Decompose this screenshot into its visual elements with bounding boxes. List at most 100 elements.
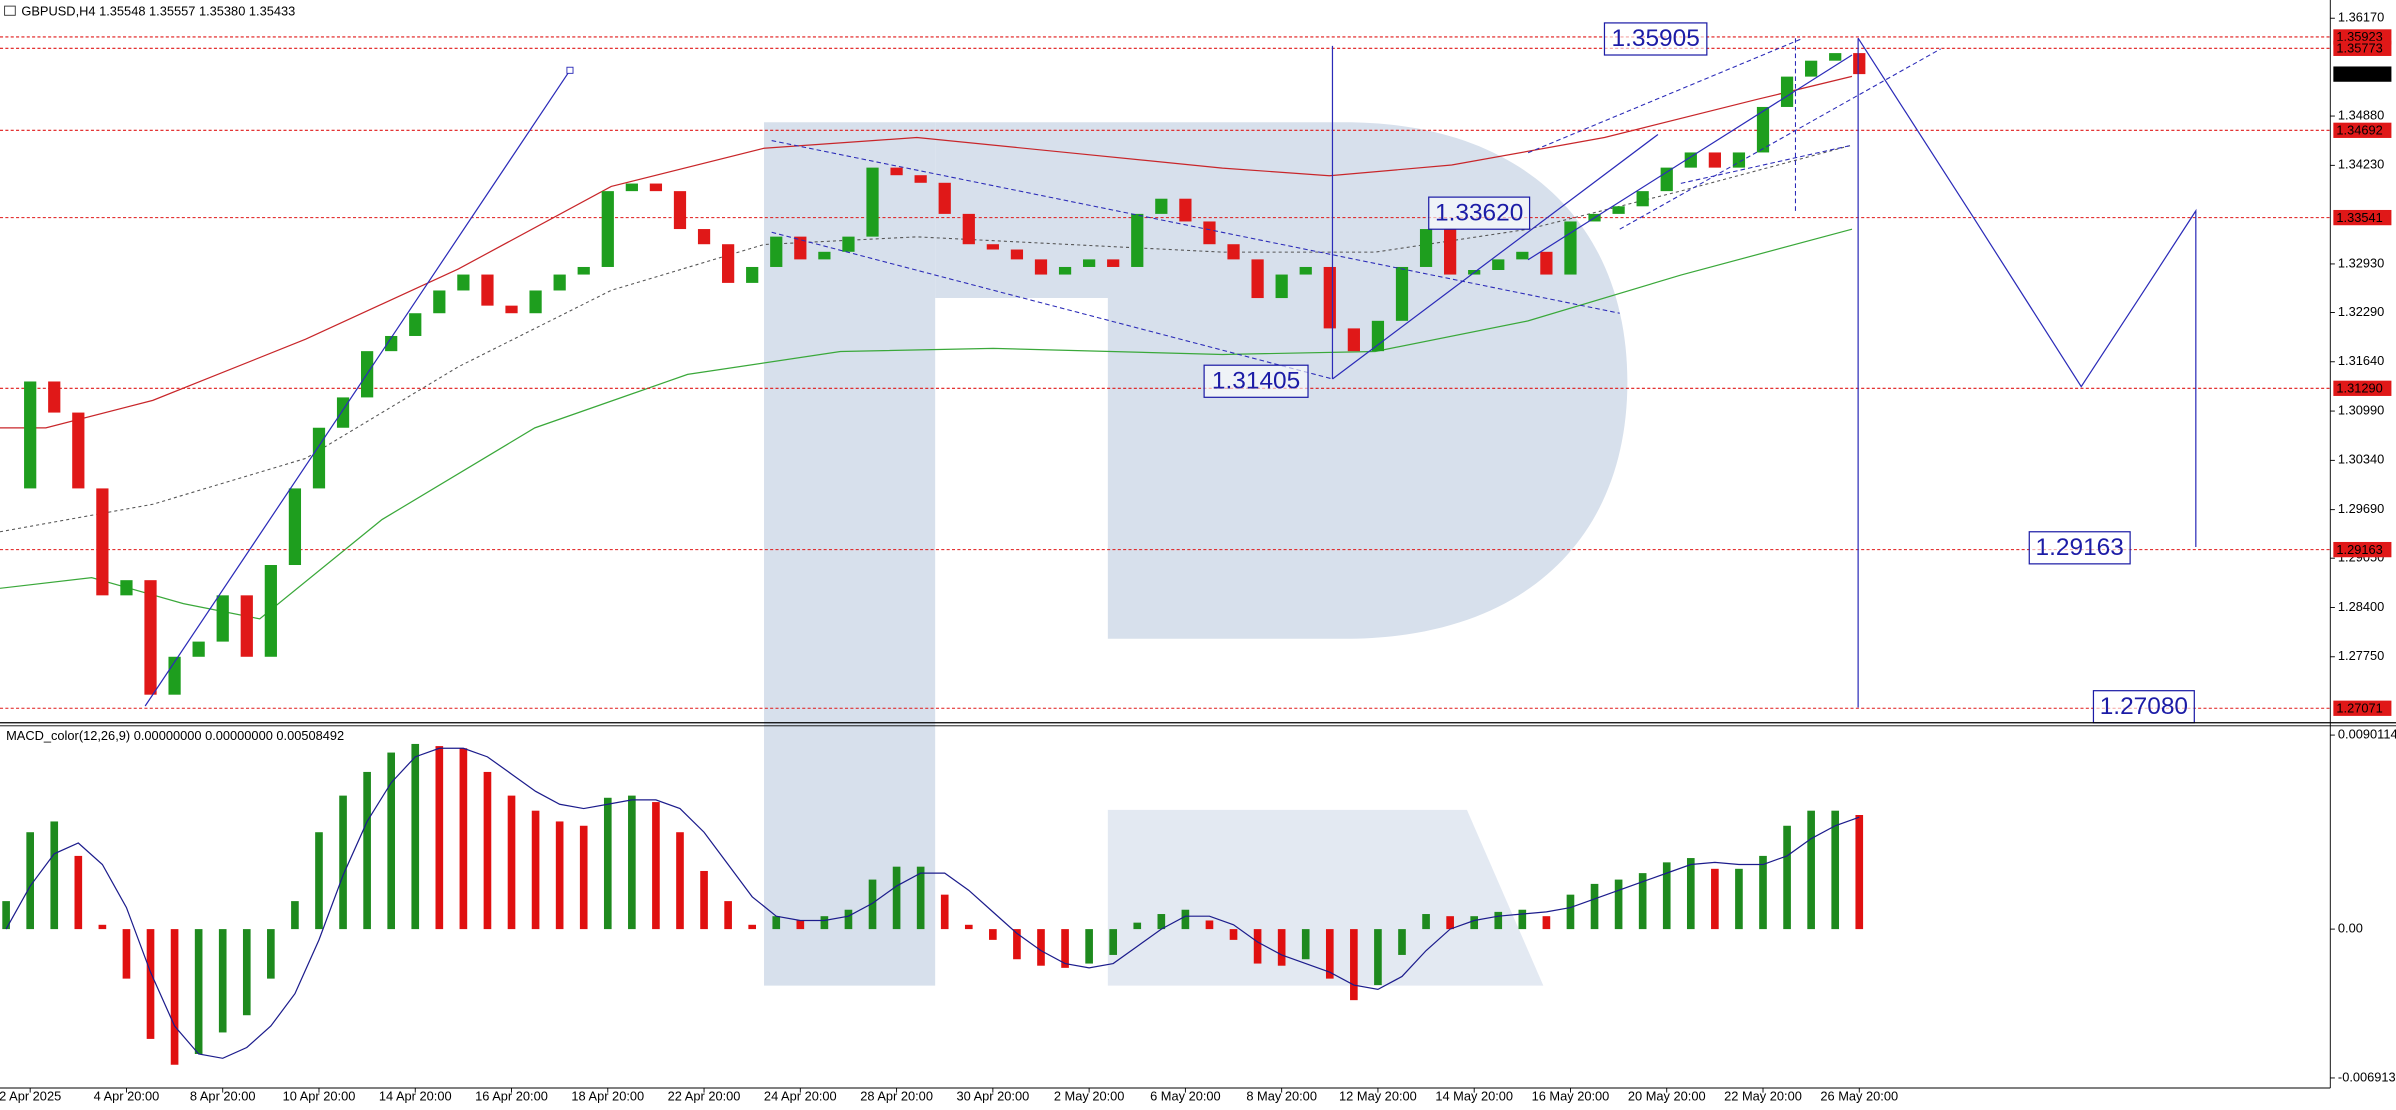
- candle: [144, 580, 157, 695]
- candle: [1756, 106, 1770, 153]
- y-tick-label: 1.34880: [2338, 107, 2384, 122]
- histogram-bar: [1494, 911, 1503, 930]
- level-tag: [2333, 40, 2392, 56]
- annotation-box: [1428, 196, 1531, 230]
- candle: [866, 167, 879, 237]
- histogram-bar: [1109, 929, 1118, 955]
- histogram-bar: [122, 929, 131, 979]
- histogram-bar: [1855, 814, 1864, 930]
- candle: [818, 251, 831, 260]
- candle: [1034, 259, 1048, 275]
- y-tick-label: 1.30990: [2338, 402, 2384, 417]
- annotation-box: [2028, 531, 2131, 565]
- histogram-bar: [1470, 916, 1479, 930]
- candle: [385, 335, 398, 352]
- candle: [746, 266, 759, 283]
- histogram-bar: [1037, 929, 1045, 966]
- annotation-box: [2092, 690, 2195, 724]
- histogram-bar: [74, 855, 83, 930]
- histogram-bar: [1253, 929, 1262, 964]
- histogram-bar: [531, 810, 540, 930]
- histogram-bar: [1711, 868, 1719, 930]
- histogram-bar: [146, 929, 155, 1039]
- histogram-bar: [1398, 929, 1406, 955]
- histogram-bar: [218, 929, 227, 1033]
- histogram-bar: [483, 771, 492, 930]
- candle: [240, 595, 253, 657]
- histogram-bar: [724, 901, 732, 930]
- x-tick-label: 20 May 20:00: [1628, 1089, 1706, 1104]
- histogram-bar: [291, 901, 299, 930]
- histogram-bar: [411, 743, 420, 930]
- histogram-bar: [170, 929, 179, 1065]
- x-tick-label: 18 Apr 20:00: [571, 1089, 644, 1104]
- candle: [1347, 328, 1360, 352]
- level-tag: [2333, 380, 2392, 396]
- candle: [1516, 251, 1529, 260]
- histogram-bar: [1350, 929, 1358, 1001]
- y-tick-label: 1.34230: [2338, 157, 2384, 172]
- candle: [1395, 266, 1409, 321]
- histogram-bar: [1542, 916, 1551, 930]
- histogram-bar: [1133, 922, 1142, 930]
- signal-line: [5, 747, 1860, 1059]
- histogram-bar: [1614, 879, 1623, 930]
- candle: [1684, 152, 1697, 168]
- histogram-bar: [844, 909, 853, 930]
- histogram-bar: [387, 752, 396, 930]
- candle: [649, 183, 663, 192]
- annotation-box: [1203, 364, 1309, 398]
- histogram-bar: [1759, 855, 1767, 930]
- level-label: 1.33541: [2336, 210, 2382, 225]
- candle: [1275, 274, 1288, 299]
- candle: [1083, 259, 1096, 267]
- histogram-bar: [1518, 909, 1527, 930]
- candle: [1179, 198, 1192, 222]
- histogram-bar: [98, 924, 107, 930]
- histogram-bar: [194, 929, 203, 1054]
- histogram-bar: [1301, 929, 1310, 960]
- y-tick-label: 1.32290: [2338, 304, 2384, 319]
- candle: [457, 274, 470, 291]
- x-tick-label: 16 May 20:00: [1532, 1089, 1610, 1104]
- x-tick-label: 12 May 20:00: [1339, 1089, 1417, 1104]
- level-tag: [2333, 541, 2392, 558]
- candle: [24, 381, 37, 489]
- x-tick-label: 24 Apr 20:00: [764, 1089, 837, 1104]
- candle: [120, 580, 133, 596]
- histogram-bar: [1013, 929, 1021, 960]
- candle: [72, 412, 85, 489]
- candle: [962, 213, 975, 245]
- candle: [96, 488, 109, 596]
- histogram-bar: [964, 924, 973, 930]
- x-tick-label: 8 Apr 20:00: [190, 1089, 256, 1104]
- histogram-bar: [868, 879, 877, 930]
- candle: [1371, 320, 1385, 352]
- histogram-bar: [772, 916, 781, 930]
- candle: [1227, 244, 1240, 260]
- level-label: 1.31290: [2336, 380, 2382, 395]
- histogram-bar: [1446, 916, 1454, 930]
- candle: [577, 266, 590, 275]
- y-tick-label: 1.29690: [2338, 501, 2384, 516]
- y-tick-label: 0.00: [2338, 920, 2363, 935]
- current-price-tag: [2333, 66, 2392, 82]
- level-label: 1.35923: [2336, 29, 2382, 44]
- candle: [794, 236, 807, 260]
- candle: [673, 191, 687, 230]
- candle: [1419, 229, 1433, 267]
- candle: [1107, 259, 1120, 267]
- candle: [1010, 249, 1024, 260]
- histogram-bar: [363, 771, 371, 930]
- candle: [336, 397, 350, 428]
- candle: [1636, 191, 1649, 207]
- candle: [1492, 259, 1505, 271]
- histogram-bar: [242, 929, 251, 1016]
- y-tick-label: 1.31640: [2338, 353, 2384, 368]
- x-tick-label: 10 Apr 20:00: [283, 1089, 356, 1104]
- candle: [722, 244, 735, 283]
- candle: [1780, 76, 1794, 107]
- histogram-bar: [748, 924, 757, 930]
- level-tag: [2333, 700, 2392, 716]
- histogram-bar: [1229, 929, 1238, 940]
